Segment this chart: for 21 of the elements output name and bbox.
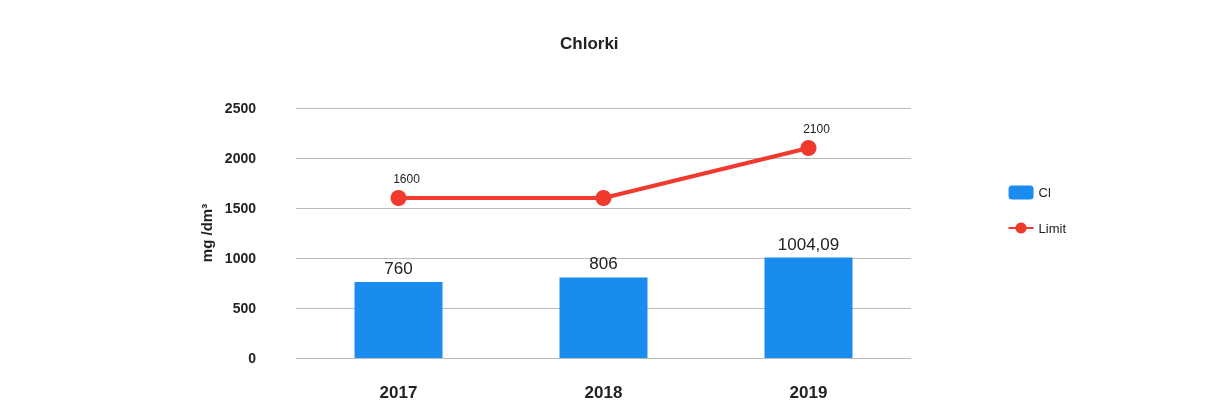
x-tick-label: 2019 [789, 383, 828, 402]
y-tick-label: 500 [232, 300, 257, 316]
y-tick-label: 1500 [224, 200, 257, 216]
bar [559, 277, 648, 358]
chart-title: Chlorki [560, 34, 619, 53]
bar [764, 257, 853, 358]
data-label: 1600 [393, 172, 421, 186]
y-tick-label: 0 [248, 350, 257, 366]
data-label: 2100 [803, 122, 831, 136]
legend-label: Cl [1038, 185, 1051, 200]
y-tick-label: 2500 [224, 100, 257, 116]
data-label: 1004,09 [777, 234, 840, 254]
x-tick-label: 2017 [379, 383, 418, 402]
data-label: 760 [384, 259, 413, 278]
y-tick-label: 1000 [224, 250, 257, 266]
y-tick-label: 2000 [224, 150, 257, 166]
legend-label: Limit [1038, 220, 1067, 236]
x-tick-label: 2018 [584, 383, 623, 402]
y-axis-title: mg /dm³ [197, 203, 215, 263]
bar [354, 282, 443, 358]
data-label: 806 [589, 254, 618, 274]
